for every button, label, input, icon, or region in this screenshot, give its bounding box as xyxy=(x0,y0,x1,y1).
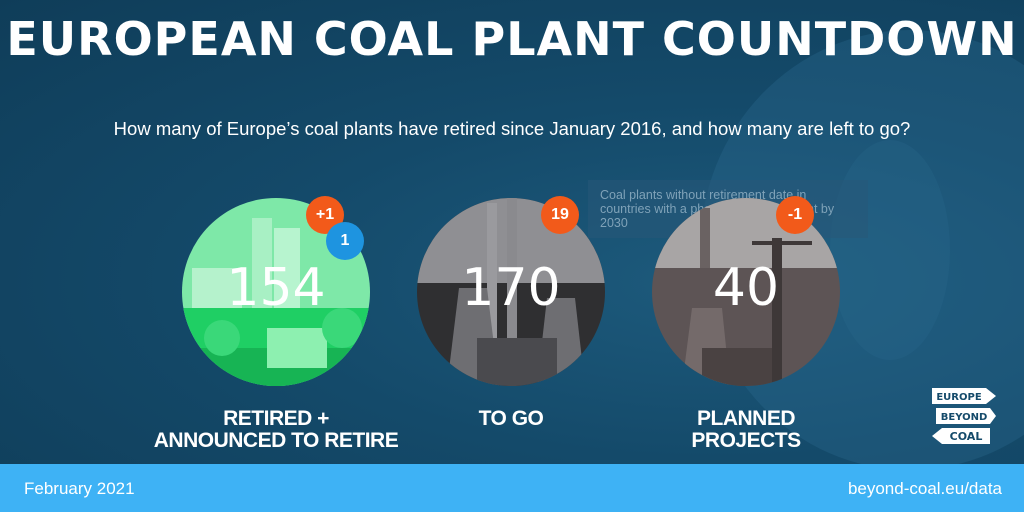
retired-new-badge: 1 xyxy=(326,222,364,260)
planned-change-badge: -1 xyxy=(776,196,814,234)
logo-line1: EUROPE xyxy=(936,392,981,403)
logo-line2: BEYOND xyxy=(941,412,988,423)
retired-change-badge: +1 xyxy=(306,196,344,234)
retired-label-line2: ANNOUNCED TO RETIRE xyxy=(153,429,399,452)
planned-label-line1: PLANNED xyxy=(696,407,796,430)
logo-line3: COAL xyxy=(950,430,983,443)
planned-count: 40 xyxy=(712,258,780,318)
to-go-circle: 170 xyxy=(417,198,605,386)
to-go-label: TO GO xyxy=(411,408,611,430)
footer-date: February 2021 xyxy=(24,479,135,498)
planned-circle: 40 xyxy=(652,198,840,386)
power-plant-illustration xyxy=(417,198,605,386)
to-go-change-badge: 19 xyxy=(541,196,579,234)
background-map-island xyxy=(830,140,950,360)
europe-beyond-coal-logo: EUROPE BEYOND COAL xyxy=(932,388,996,444)
footer-url[interactable]: beyond-coal.eu/data xyxy=(847,479,1002,498)
retired-label: RETIRED + ANNOUNCED TO RETIRE xyxy=(146,408,406,452)
to-go-count: 170 xyxy=(461,258,561,318)
page-title: EUROPEAN COAL PLANT COUNTDOWN xyxy=(6,12,1018,66)
planned-label: PLANNED PROJECTS xyxy=(646,408,846,452)
planned-label-line2: PROJECTS xyxy=(691,429,801,452)
retired-count: 154 xyxy=(226,258,326,318)
retired-label-line1: RETIRED + xyxy=(223,407,329,430)
footer-bar: February 2021 beyond-coal.eu/data xyxy=(0,464,1024,512)
to-go-label-line1: TO GO xyxy=(478,407,544,430)
page-subtitle: How many of Europe’s coal plants have re… xyxy=(113,118,911,139)
